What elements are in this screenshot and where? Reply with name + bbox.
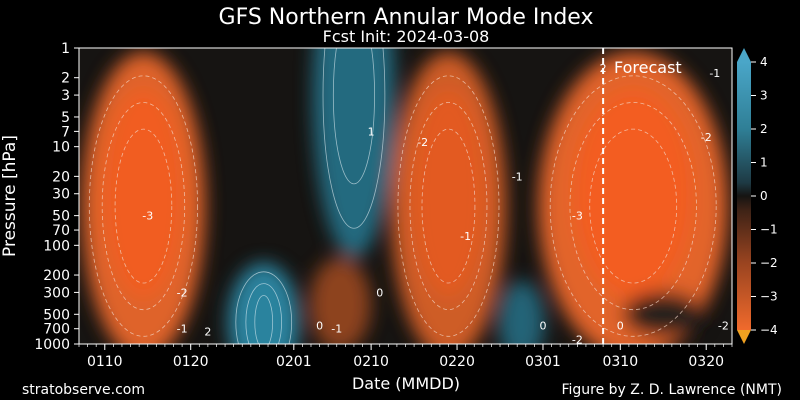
colorbar-tick-label: −2 — [760, 256, 778, 270]
negative-contour — [114, 128, 173, 284]
positive-contour — [245, 283, 282, 344]
x-tick-label: 0301 — [525, 354, 561, 370]
y-tick-label: 20 — [52, 169, 70, 185]
positive-contour-lines — [235, 48, 386, 344]
negative-anomaly-region — [309, 257, 372, 344]
y-tick-label: 5 — [61, 110, 70, 126]
y-axis-label: Pressure [hPa] — [0, 135, 20, 257]
contour-label: -2 — [701, 131, 712, 144]
contour-label: -1 — [331, 323, 342, 336]
positive-contour — [332, 48, 375, 185]
x-tick-label: 0320 — [688, 354, 724, 370]
nam-anomaly-field — [81, 48, 729, 344]
y-tick-label: 2 — [61, 71, 70, 87]
colorbar: 4 3 2 1 0 −1 −2 −3 −4 — [737, 48, 778, 344]
contour-label: -2 — [177, 286, 188, 299]
contour-label: 1 — [368, 125, 375, 138]
negative-anomaly-core — [412, 90, 485, 298]
negative-anomaly-core — [104, 90, 183, 298]
x-axis: 0110 0120 0201 0210 0220 0301 0310 0320 — [78, 344, 733, 370]
negative-contour — [101, 102, 186, 311]
author-credit: Figure by Z. D. Lawrence (NMT) — [561, 382, 782, 398]
chart-subtitle: Fcst Init: 2024-03-08 — [323, 27, 490, 46]
negative-contour — [397, 75, 500, 337]
positive-contour — [322, 48, 386, 229]
y-tick-label: 10 — [52, 140, 70, 156]
contour-label: 0 — [316, 320, 323, 333]
y-tick-label: 1 — [61, 41, 70, 57]
y-tick-label: 500 — [43, 307, 70, 323]
x-tick-label: 0310 — [602, 354, 638, 370]
y-tick-label: 30 — [52, 187, 70, 203]
negative-contour — [409, 102, 488, 311]
colorbar-tick-label: 0 — [760, 189, 768, 203]
positive-contour — [254, 295, 274, 344]
colorbar-top-arrow — [737, 48, 751, 62]
y-tick-label: 300 — [43, 285, 70, 301]
x-tick-label: 0110 — [87, 354, 123, 370]
x-tick-label: 0120 — [173, 354, 209, 370]
colorbar-ticks: 4 3 2 1 0 −1 −2 −3 −4 — [751, 55, 778, 337]
negative-contour — [549, 75, 717, 337]
y-tick-label: 7 — [61, 124, 70, 140]
positive-contour — [235, 271, 293, 344]
negative-anomaly-core — [573, 90, 693, 298]
y-tick-label: 50 — [52, 209, 70, 225]
y-tick-label: 70 — [52, 223, 70, 239]
colorbar-tick-label: 2 — [760, 122, 768, 136]
y-tick-label: 200 — [43, 268, 70, 284]
contour-label: 2 — [204, 326, 211, 339]
negative-contour — [421, 128, 476, 284]
colorbar-tick-label: 4 — [760, 55, 768, 69]
y-tick-label: 100 — [43, 238, 70, 254]
positive-anomaly-region — [498, 280, 545, 344]
contour-label: 0 — [539, 320, 546, 333]
colorbar-tick-label: 1 — [760, 156, 768, 170]
colorbar-tick-label: −3 — [760, 290, 778, 304]
neutral-region — [623, 292, 704, 337]
contour-label: 0 — [617, 320, 624, 333]
negative-contour — [569, 102, 697, 311]
colorbar-bottom-arrow — [737, 330, 751, 344]
x-tick-label: 0210 — [353, 354, 389, 370]
y-tick-label: 3 — [61, 88, 70, 104]
contour-label: -1 — [460, 230, 471, 243]
colorbar-tick-label: −4 — [760, 323, 778, 337]
x-tick-label: 0201 — [276, 354, 312, 370]
contour-label: -1 — [512, 170, 523, 183]
chart-title: GFS Northern Annular Mode Index — [219, 5, 594, 30]
contour-label: -3 — [572, 210, 583, 223]
y-tick-label: 1000 — [34, 337, 70, 353]
negative-contour — [88, 75, 198, 337]
negative-contour — [589, 128, 678, 284]
contour-label: -3 — [142, 210, 153, 223]
x-axis-label: Date (MMDD) — [352, 374, 460, 393]
contour-label: -1 — [177, 323, 188, 336]
site-credit: stratobserve.com — [22, 382, 145, 398]
colorbar-body — [737, 62, 751, 330]
contour-label: -2 — [417, 136, 428, 149]
forecast-label: Forecast — [614, 58, 682, 77]
colorbar-tick-label: −1 — [760, 223, 778, 237]
contour-label: -2 — [572, 333, 583, 346]
colorbar-tick-label: 3 — [760, 89, 768, 103]
contour-label: -1 — [709, 67, 720, 80]
contour-label: 0 — [376, 286, 383, 299]
contour-lines — [88, 75, 717, 337]
x-tick-label: 0220 — [439, 354, 475, 370]
y-tick-label: 700 — [43, 322, 70, 338]
contour-label: -2 — [718, 320, 729, 333]
